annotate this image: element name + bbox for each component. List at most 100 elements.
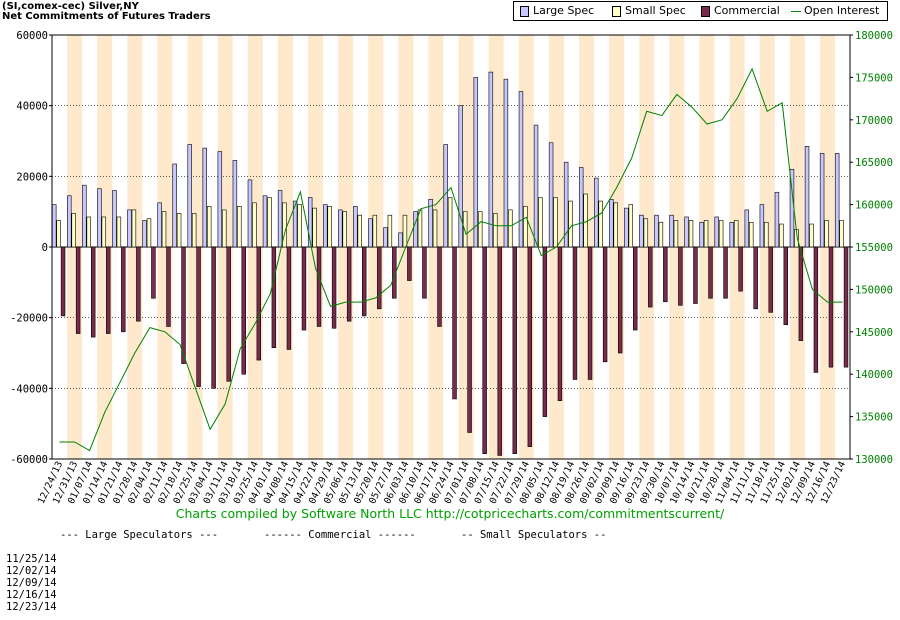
bar-commercial (377, 246, 382, 310)
bar-commercial (482, 246, 487, 454)
right-tick-label: 170000 (855, 115, 893, 127)
bar-large-spec (594, 177, 599, 248)
bar-small-spec (206, 206, 212, 248)
legend-label-commercial: Commercial (714, 4, 780, 17)
bar-small-spec (327, 206, 332, 248)
bar-large-spec (82, 184, 87, 248)
bar-small-spec (71, 213, 76, 248)
bar-large-spec (307, 197, 313, 248)
bar-commercial (587, 246, 593, 380)
bar-large-spec (563, 161, 569, 248)
bar-commercial (166, 246, 171, 327)
bar-small-spec (749, 221, 754, 248)
bar-commercial (527, 246, 533, 447)
left-tick-label: 40000 (16, 101, 48, 113)
bar-small-spec (523, 206, 528, 248)
bar-large-spec (533, 124, 539, 248)
bar-small-spec (688, 220, 694, 248)
bar-commercial (798, 246, 804, 341)
right-tick-label: 180000 (855, 30, 893, 42)
bar-commercial (181, 246, 186, 364)
bar-large-spec (368, 218, 373, 248)
legend-swatch-small-spec (612, 6, 621, 17)
legend: Large Spec Small Spec Commercial Open In… (513, 1, 888, 21)
bar-small-spec (191, 213, 197, 248)
left-tick-label: 0 (42, 242, 48, 254)
stats-row-date: 11/25/14 (6, 553, 57, 565)
bar-commercial (271, 246, 277, 348)
bar-commercial (286, 246, 292, 350)
bar-small-spec (56, 220, 61, 248)
bar-commercial (151, 246, 156, 299)
bar-commercial (316, 246, 322, 327)
bar-commercial (828, 246, 834, 368)
bar-large-spec (518, 91, 524, 248)
bar-small-spec (538, 197, 543, 248)
bar-large-spec (277, 190, 283, 248)
open-interest-line (59, 67, 843, 452)
bar-commercial (633, 246, 638, 331)
bar-large-spec (684, 216, 689, 248)
bar-small-spec (176, 213, 182, 248)
bar-small-spec (252, 202, 257, 248)
bar-small-spec (432, 209, 438, 248)
bar-commercial (783, 246, 789, 326)
bar-large-spec (157, 202, 162, 248)
right-tick-label: 150000 (855, 284, 893, 296)
bar-commercial (346, 246, 352, 322)
bar-large-spec (67, 195, 72, 248)
right-tick-label: 165000 (855, 157, 893, 169)
bar-small-spec (161, 211, 167, 248)
bar-small-spec (553, 197, 558, 248)
legend-swatch-commercial (701, 6, 710, 17)
bar-commercial (422, 246, 427, 299)
bar-large-spec (834, 153, 840, 248)
bar-large-spec (624, 207, 629, 248)
bar-small-spec (312, 207, 317, 248)
bar-large-spec (759, 204, 765, 248)
bar-large-spec (609, 199, 614, 248)
bar-large-spec (669, 214, 674, 248)
bar-large-spec (819, 153, 825, 248)
bar-small-spec (402, 214, 408, 248)
bar-small-spec (131, 209, 137, 248)
bar-large-spec (413, 211, 418, 248)
bar-commercial (738, 246, 743, 292)
bar-small-spec (478, 211, 483, 248)
bar-commercial (678, 246, 683, 306)
right-tick-label: 145000 (855, 327, 893, 339)
stats-group-commercial: ------ Commercial ------ (264, 529, 416, 541)
bar-large-spec (428, 199, 433, 248)
bar-small-spec (447, 197, 453, 248)
bar-large-spec (654, 214, 659, 248)
bar-commercial (693, 246, 698, 304)
bar-commercial (602, 246, 608, 363)
bar-commercial (663, 246, 668, 303)
bar-small-spec (568, 200, 573, 248)
bar-commercial (467, 246, 472, 433)
bar-commercial (708, 246, 713, 299)
bar-small-spec (387, 214, 393, 248)
bar-large-spec (232, 160, 238, 248)
bar-small-spec (116, 216, 122, 248)
bar-commercial (136, 246, 141, 322)
stats-row-date: 12/02/14 (6, 565, 57, 577)
bar-commercial (768, 246, 773, 313)
right-tick-label: 135000 (855, 412, 893, 424)
bar-small-spec (824, 220, 829, 248)
bar-large-spec (804, 146, 810, 248)
bar-commercial (301, 246, 307, 331)
bar-commercial (437, 246, 442, 327)
bar-commercial (211, 246, 216, 389)
stats-row-date: 12/09/14 (6, 577, 57, 589)
bar-commercial (407, 246, 412, 281)
chart-instrument-title: (SI,comex-cec) Silver,NY (2, 1, 139, 12)
legend-swatch-open-interest (791, 11, 801, 12)
bar-large-spec (262, 195, 268, 248)
bar-commercial (753, 246, 758, 310)
bar-large-spec (292, 200, 298, 248)
bar-commercial (452, 246, 457, 400)
bar-small-spec (658, 221, 664, 248)
bar-small-spec (809, 223, 814, 248)
